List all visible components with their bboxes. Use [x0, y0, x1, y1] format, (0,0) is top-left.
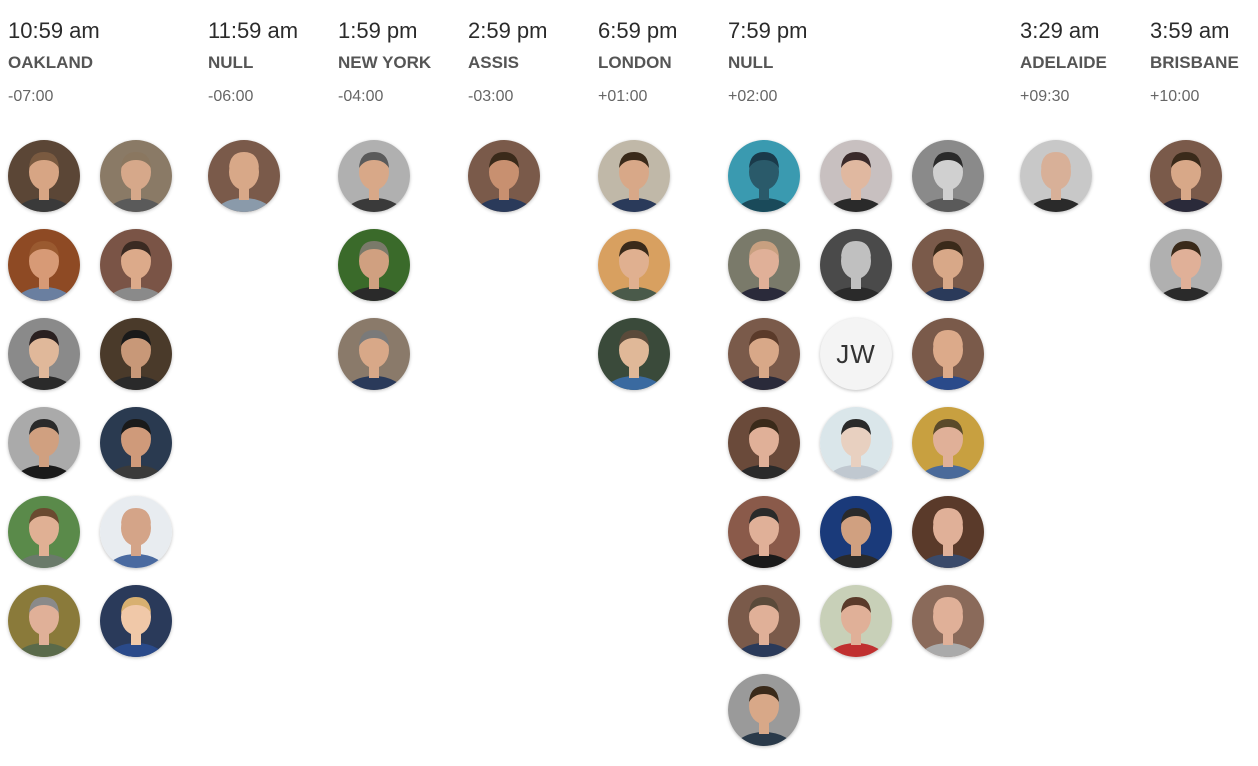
member-avatar[interactable]: [912, 585, 984, 657]
city-name: ASSIS: [468, 53, 520, 72]
city-name: NEW YORK: [338, 53, 432, 72]
city-name: BRISBANE: [1150, 53, 1239, 72]
member-avatar[interactable]: [1150, 229, 1222, 301]
member-avatar[interactable]: [8, 407, 80, 479]
member-avatar[interactable]: [8, 496, 80, 568]
utc-offset: -04:00: [338, 88, 384, 105]
local-time: 11:59 am: [208, 18, 299, 43]
utc-offset: +01:00: [598, 88, 648, 105]
member-avatar[interactable]: [100, 585, 172, 657]
utc-offset: -06:00: [208, 88, 254, 105]
member-avatar[interactable]: [8, 318, 80, 390]
member-avatar[interactable]: [1150, 140, 1222, 212]
member-avatar[interactable]: [598, 229, 670, 301]
member-avatar[interactable]: [8, 585, 80, 657]
local-time: 10:59 am: [8, 18, 100, 43]
member-avatar[interactable]: [820, 229, 892, 301]
member-avatar[interactable]: [820, 140, 892, 212]
member-avatar[interactable]: [728, 585, 800, 657]
city-name: OAKLAND: [8, 53, 93, 72]
member-avatar[interactable]: [728, 407, 800, 479]
member-avatar[interactable]: [912, 140, 984, 212]
city-name: ADELAIDE: [1020, 53, 1107, 72]
local-time: 2:59 pm: [468, 18, 548, 43]
utc-offset: +10:00: [1150, 88, 1200, 105]
member-avatar[interactable]: [820, 585, 892, 657]
member-avatar[interactable]: [912, 496, 984, 568]
member-avatar[interactable]: [1020, 140, 1092, 212]
member-avatar[interactable]: [100, 407, 172, 479]
member-avatar[interactable]: [728, 140, 800, 212]
member-avatar[interactable]: [820, 407, 892, 479]
member-avatar[interactable]: [728, 674, 800, 746]
member-avatar[interactable]: [598, 140, 670, 212]
local-time: 1:59 pm: [338, 18, 418, 43]
local-time: 7:59 pm: [728, 18, 808, 43]
member-avatar[interactable]: [912, 407, 984, 479]
utc-offset: -07:00: [8, 88, 54, 105]
member-avatar[interactable]: [728, 496, 800, 568]
local-time: 3:59 am: [1150, 18, 1230, 43]
city-name: NULL: [728, 53, 774, 72]
member-avatar[interactable]: [728, 229, 800, 301]
member-avatar[interactable]: [912, 318, 984, 390]
member-avatar[interactable]: [100, 140, 172, 212]
local-time: 3:29 am: [1020, 18, 1100, 43]
avatar-initials-text: JW: [836, 338, 876, 369]
member-avatar[interactable]: [100, 229, 172, 301]
member-avatar[interactable]: [598, 318, 670, 390]
local-time: 6:59 pm: [598, 18, 678, 43]
city-name: NULL: [208, 53, 254, 72]
member-avatar[interactable]: [820, 496, 892, 568]
member-avatar[interactable]: [100, 318, 172, 390]
member-avatar[interactable]: [208, 140, 280, 212]
member-avatar[interactable]: [468, 140, 540, 212]
member-avatar[interactable]: [728, 318, 800, 390]
member-avatar-initials[interactable]: JW: [820, 318, 892, 390]
member-avatar[interactable]: [912, 229, 984, 301]
member-avatar[interactable]: [8, 229, 80, 301]
member-avatar[interactable]: [338, 318, 410, 390]
member-avatar[interactable]: [338, 229, 410, 301]
utc-offset: +02:00: [728, 88, 778, 105]
member-avatar[interactable]: [338, 140, 410, 212]
city-name: LONDON: [598, 53, 672, 72]
member-avatar[interactable]: [100, 496, 172, 568]
member-avatar[interactable]: [8, 140, 80, 212]
utc-offset: +09:30: [1020, 88, 1070, 105]
utc-offset: -03:00: [468, 88, 514, 105]
